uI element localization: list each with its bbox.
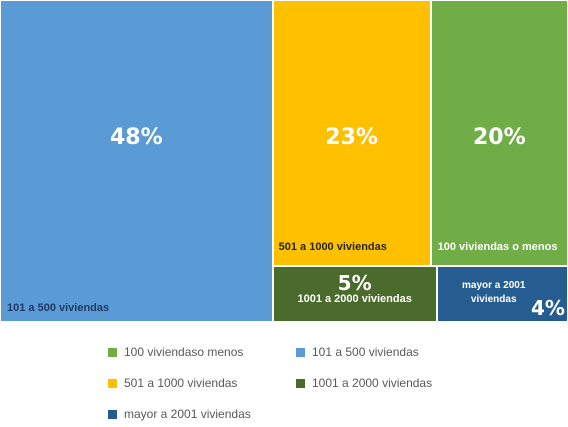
legend-label: 100 viviendaso menos [124, 345, 244, 359]
tile-label: 501 a 1000 viviendas [278, 241, 387, 254]
tile-label: 101 a 500 viviendas [7, 302, 110, 314]
value-label: 48% [109, 125, 163, 150]
value-label: 23% [325, 125, 378, 150]
legend-label: 1001 a 2000 viviendas [312, 376, 433, 390]
tile-label: 1001 a 2000 viviendas [297, 293, 412, 306]
legend-label: mayor a 2001 viviendas [124, 407, 251, 421]
tile: mayor a 2001 viviendas 4% [436, 266, 568, 322]
legend-swatch [108, 379, 117, 388]
tile-label: mayor a 2001 viviendas [462, 280, 526, 306]
value-label: 20% [472, 125, 526, 150]
legend-swatch [296, 348, 305, 357]
value-label: 4% [531, 295, 565, 320]
tile: 1001 a 2000 viviendas 5% [272, 266, 437, 322]
legend-label: 501 a 1000 viviendas [124, 376, 238, 390]
legend: 100 viviendaso menos 101 a 500 viviendas 5… [0, 340, 568, 427]
tile-label: 100 viviendas o menos [437, 241, 558, 254]
legend-swatch [108, 348, 117, 357]
tile: 501 a 1000 viviendas 23% [272, 0, 431, 267]
value-label: 5% [337, 271, 372, 296]
tile: 100 viviendas o menos 20% [430, 0, 568, 267]
legend-label: 101 a 500 viviendas [312, 345, 419, 359]
treemap: 100 viviendas o menos 20% 101 a 500 vivien… [0, 0, 568, 322]
legend-swatch [296, 379, 305, 388]
tile: 101 a 500 viviendas 48% [0, 0, 273, 322]
legend-swatch [108, 410, 117, 419]
